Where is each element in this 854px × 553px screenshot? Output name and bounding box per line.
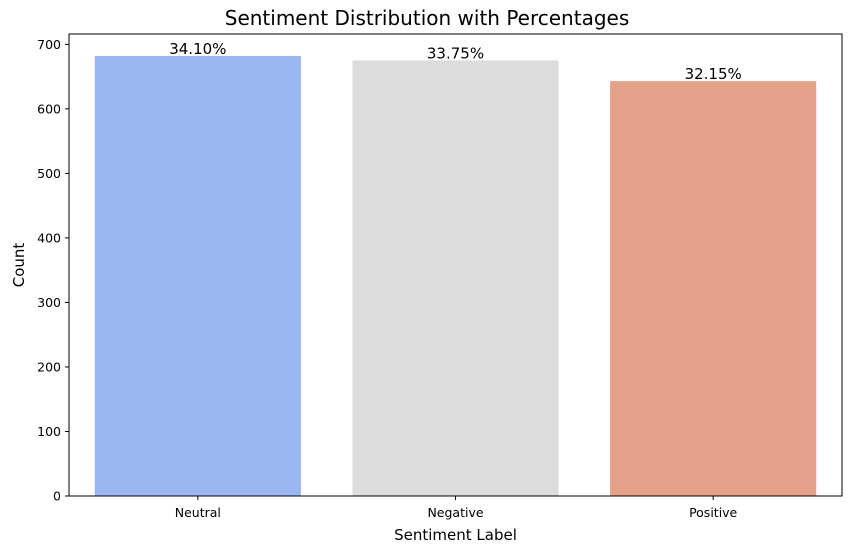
y-axis-label: Count	[10, 243, 28, 288]
y-tick-label: 100	[37, 424, 61, 439]
bar-positive	[610, 81, 817, 496]
y-tick-label: 500	[37, 166, 61, 181]
bars-group	[94, 55, 817, 497]
y-tick-label: 200	[37, 359, 61, 374]
data-label-positive: 32.15%	[685, 65, 742, 83]
x-tick-label: Positive	[689, 505, 737, 520]
data-labels-group: 34.10% 33.75% 32.15%	[169, 40, 742, 83]
y-tick-label: 0	[53, 489, 61, 504]
y-axis-ticks: 0 100 200 300 400 500 600 700	[37, 37, 69, 504]
x-axis-ticks: Neutral Negative Positive	[175, 496, 738, 520]
y-tick-label: 400	[37, 230, 61, 245]
y-tick-label: 600	[37, 101, 61, 116]
x-tick-label: Negative	[427, 505, 483, 520]
y-tick-label: 300	[37, 295, 61, 310]
bar-neutral	[94, 55, 301, 497]
data-label-neutral: 34.10%	[169, 40, 226, 58]
bar-negative	[352, 60, 559, 496]
chart-title: Sentiment Distribution with Percentages	[225, 6, 630, 30]
x-axis-label: Sentiment Label	[394, 526, 517, 544]
x-tick-label: Neutral	[175, 505, 221, 520]
y-tick-label: 700	[37, 37, 61, 52]
data-label-negative: 33.75%	[427, 44, 484, 62]
